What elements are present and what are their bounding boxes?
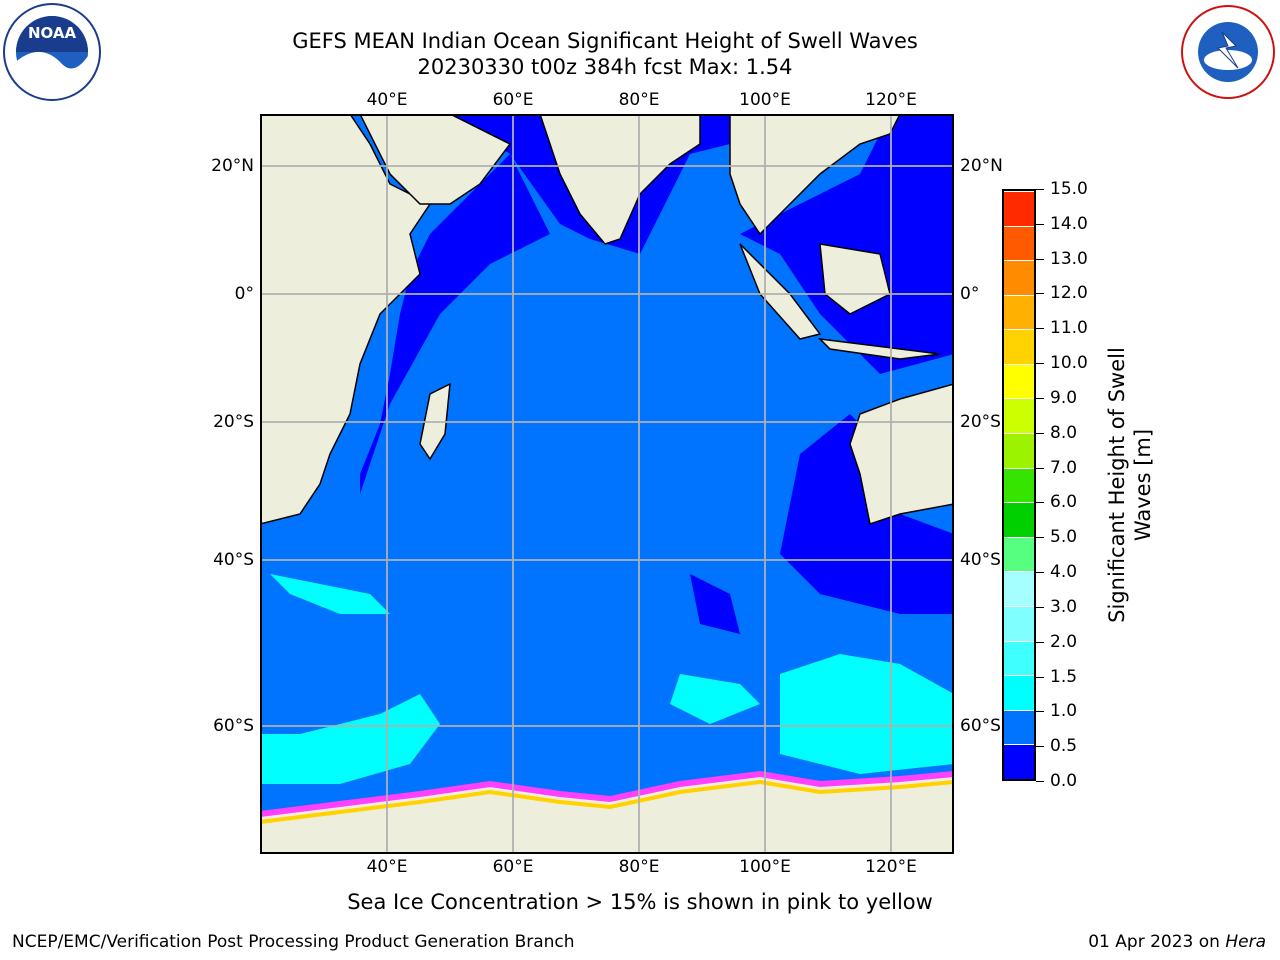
colorbar-tick-mark (1036, 432, 1044, 434)
plot-title: GEFS MEAN Indian Ocean Significant Heigh… (292, 29, 918, 53)
lat-label-left: 20°N (211, 156, 254, 176)
noaa-logo: NOAA (2, 2, 102, 102)
lon-label-bottom: 60°E (492, 857, 534, 877)
colorbar-tick-label: 6.0 (1050, 492, 1078, 513)
colorbar-tick-mark (1036, 781, 1044, 782)
colorbar-tick-mark (1036, 641, 1044, 643)
colorbar-tick-mark (1036, 467, 1044, 469)
colorbar-tick-mark (1036, 537, 1044, 539)
lat-label-left: 0° (234, 284, 254, 304)
colorbar-tick-label: 10.0 (1050, 353, 1088, 374)
colorbar-segment (1004, 433, 1034, 468)
footer-host: Hera (1225, 932, 1266, 952)
colorbar-tick-label: 12.0 (1050, 283, 1088, 304)
colorbar-tick-label: 11.0 (1050, 318, 1088, 339)
colorbar-tick-label: 2.0 (1050, 631, 1078, 652)
lon-label-bottom: 120°E (865, 857, 917, 877)
colorbar-tick-label: 0.0 (1050, 771, 1078, 791)
colorbar-title-line2: Waves [m] (1131, 428, 1155, 542)
lon-label-top: 40°E (366, 90, 408, 110)
lat-label-right: 40°S (960, 550, 1001, 570)
colorbar-segment (1004, 363, 1034, 399)
sea-ice-note: Sea Ice Concentration > 15% is shown in … (347, 890, 933, 914)
colorbar-tick-mark (1036, 363, 1044, 365)
colorbar-tick-mark (1036, 189, 1044, 190)
colorbar-tick-label: 4.0 (1050, 562, 1078, 583)
svg-text:NOAA: NOAA (28, 24, 77, 42)
colorbar-segment (1004, 675, 1034, 710)
colorbar-tick-mark (1036, 502, 1044, 504)
colorbar (1002, 189, 1036, 781)
colorbar-segment (1004, 225, 1034, 261)
footer-date-text: 01 Apr 2023 on (1088, 932, 1226, 952)
colorbar-tick-label: 15.0 (1050, 179, 1088, 199)
map-panel (259, 113, 955, 855)
colorbar-tick-label: 3.0 (1050, 596, 1078, 617)
nws-logo (1178, 2, 1278, 102)
colorbar-tick-label: 8.0 (1050, 422, 1078, 443)
colorbar-tick-mark (1036, 746, 1044, 748)
colorbar-ticks: 0.0 0.5 1.0 1.5 2.0 3.0 4.0 5.0 6.0 7.0 8.0 9.0 10.0… (1036, 0, 1116, 960)
footer-date: 01 Apr 2023 on Hera (1088, 932, 1266, 952)
lon-label-bottom: 80°E (618, 857, 660, 877)
colorbar-segment (1004, 294, 1034, 330)
lon-label-bottom: 100°E (739, 857, 791, 877)
lon-label-bottom: 40°E (366, 857, 408, 877)
colorbar-segment (1004, 709, 1034, 745)
colorbar-segment (1004, 467, 1034, 503)
colorbar-tick-mark (1036, 258, 1044, 260)
colorbar-tick-mark (1036, 223, 1044, 225)
lat-label-right: 60°S (960, 716, 1001, 736)
colorbar-tick-mark (1036, 397, 1044, 399)
colorbar-segment (1004, 536, 1034, 572)
colorbar-title-line1: Significant Height of Swell (1105, 347, 1129, 623)
colorbar-tick-label: 9.0 (1050, 387, 1078, 408)
colorbar-tick-mark (1036, 676, 1044, 678)
colorbar-segment (1004, 571, 1034, 607)
colorbar-segment (1004, 606, 1034, 641)
colorbar-tick-label: 7.0 (1050, 457, 1078, 478)
colorbar-tick-label: 1.5 (1050, 666, 1078, 687)
lat-label-left: 40°S (213, 550, 254, 570)
colorbar-segment (1004, 329, 1034, 364)
colorbar-tick-mark (1036, 572, 1044, 574)
lat-label-right: 0° (960, 284, 980, 304)
lat-label-right: 20°N (960, 156, 1003, 176)
colorbar-tick-label: 0.5 (1050, 736, 1078, 757)
colorbar-segment (1004, 260, 1034, 295)
lon-label-top: 80°E (618, 90, 660, 110)
colorbar-tick-mark (1036, 293, 1044, 295)
colorbar-tick-label: 13.0 (1050, 248, 1088, 269)
colorbar-segment (1004, 190, 1034, 226)
colorbar-tick-mark (1036, 711, 1044, 713)
colorbar-tick-mark (1036, 328, 1044, 330)
colorbar-segment (1004, 640, 1034, 676)
footer-credit: NCEP/EMC/Verification Post Processing Pr… (12, 932, 575, 952)
colorbar-segment (1004, 744, 1034, 779)
colorbar-tick-label: 1.0 (1050, 701, 1078, 722)
lat-label-left: 60°S (213, 716, 254, 736)
lon-label-top: 60°E (492, 90, 534, 110)
colorbar-segment (1004, 398, 1034, 434)
plot-subtitle: 20230330 t00z 384h fcst Max: 1.54 (417, 55, 793, 79)
colorbar-tick-label: 5.0 (1050, 527, 1078, 548)
colorbar-tick-mark (1036, 606, 1044, 608)
lat-label-right: 20°S (960, 412, 1001, 432)
colorbar-segment (1004, 502, 1034, 537)
lon-label-top: 120°E (865, 90, 917, 110)
colorbar-tick-label: 14.0 (1050, 213, 1088, 234)
lat-label-left: 20°S (213, 412, 254, 432)
lon-label-top: 100°E (739, 90, 791, 110)
